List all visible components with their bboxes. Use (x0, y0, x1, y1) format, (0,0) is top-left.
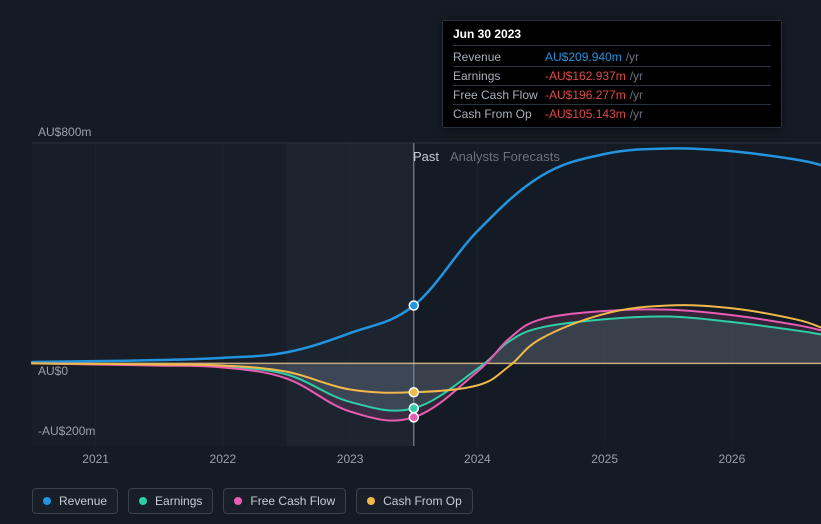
y-tick-label: -AU$200m (38, 424, 95, 438)
tooltip-row: Free Cash Flow-AU$196.277m/yr (453, 86, 771, 105)
legend-item-label: Free Cash Flow (250, 494, 335, 508)
legend-dot-icon (234, 497, 242, 505)
y-tick-label: AU$800m (38, 125, 91, 139)
tooltip-row-value: -AU$196.277m (545, 88, 626, 102)
tooltip-row: Cash From Op-AU$105.143m/yr (453, 105, 771, 123)
x-tick-label: 2022 (210, 452, 237, 466)
legend-item-revenue[interactable]: Revenue (32, 488, 118, 514)
tooltip-row-unit: /yr (626, 50, 639, 64)
x-tick-label: 2024 (464, 452, 491, 466)
tooltip-row: RevenueAU$209.940m/yr (453, 48, 771, 67)
tooltip-row-unit: /yr (630, 88, 643, 102)
x-tick-label: 2021 (82, 452, 109, 466)
tooltip-row: Earnings-AU$162.937m/yr (453, 67, 771, 86)
legend-item-label: Earnings (155, 494, 202, 508)
tooltip-row-label: Earnings (453, 69, 545, 83)
x-tick-label: 2025 (591, 452, 618, 466)
legend-item-label: Revenue (59, 494, 107, 508)
x-tick-label: 2026 (719, 452, 746, 466)
tooltip-row-unit: /yr (630, 69, 643, 83)
legend-dot-icon (43, 497, 51, 505)
legend-item-fcf[interactable]: Free Cash Flow (223, 488, 346, 514)
tooltip-row-value: AU$209.940m (545, 50, 622, 64)
forecast-section-label: Analysts Forecasts (450, 149, 560, 164)
tooltip-title: Jun 30 2023 (453, 27, 771, 46)
tooltip-row-label: Free Cash Flow (453, 88, 545, 102)
legend-dot-icon (139, 497, 147, 505)
legend-item-cfo[interactable]: Cash From Op (356, 488, 473, 514)
legend-item-earnings[interactable]: Earnings (128, 488, 213, 514)
tooltip-row-value: -AU$162.937m (545, 69, 626, 83)
past-section-label: Past (413, 149, 439, 164)
financials-chart: AU$800m AU$0 -AU$200m Past Analysts Fore… (16, 0, 805, 524)
tooltip-row-unit: /yr (630, 107, 643, 121)
y-tick-label: AU$0 (38, 364, 68, 378)
x-tick-label: 2023 (337, 452, 364, 466)
legend-dot-icon (367, 497, 375, 505)
chart-legend: Revenue Earnings Free Cash Flow Cash From O… (32, 488, 473, 514)
legend-item-label: Cash From Op (383, 494, 462, 508)
tooltip-row-label: Cash From Op (453, 107, 545, 121)
tooltip-row-value: -AU$105.143m (545, 107, 626, 121)
chart-tooltip: Jun 30 2023 RevenueAU$209.940m/yrEarning… (442, 20, 782, 128)
tooltip-row-label: Revenue (453, 50, 545, 64)
